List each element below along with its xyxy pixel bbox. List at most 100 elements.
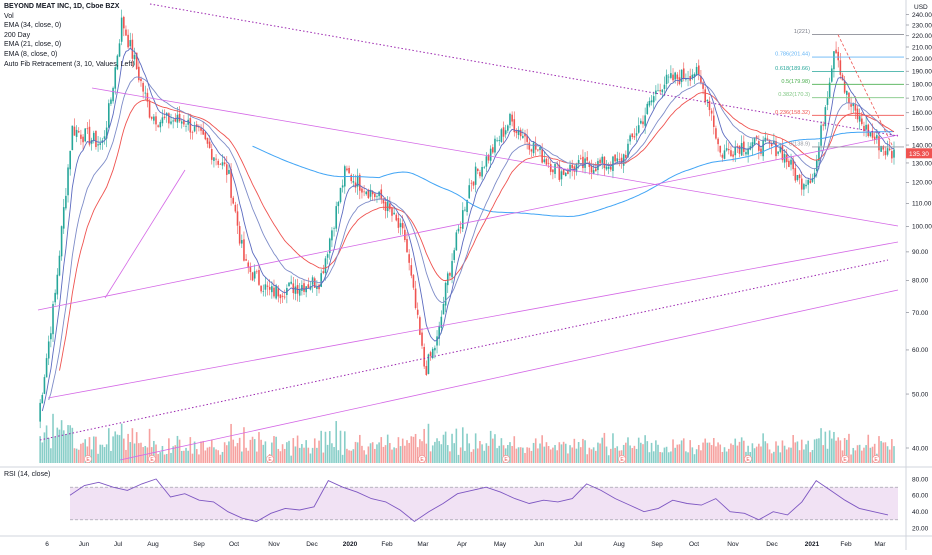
volume-bar xyxy=(301,444,303,463)
candle-body xyxy=(779,147,782,152)
volume-bar xyxy=(112,436,114,463)
candle-body xyxy=(728,149,730,151)
candle-body xyxy=(828,82,831,99)
volume-bar xyxy=(288,440,290,463)
candle-body xyxy=(627,143,629,158)
legend-item[interactable]: Auto Fib Retracement (3, 10, Values, Lef… xyxy=(4,60,135,68)
candle-body xyxy=(414,288,417,309)
volume-bar xyxy=(779,452,782,463)
volume-bar xyxy=(414,433,417,463)
volume-bar xyxy=(809,452,812,463)
volume-bar xyxy=(712,438,715,463)
volume-bar xyxy=(543,446,546,463)
fib-retracement: 1(221) 0.786(201.44) 0.618(189.66) 0.5(179.… xyxy=(775,29,904,147)
candle-body xyxy=(322,271,325,274)
candle-body xyxy=(401,222,404,229)
candle-body xyxy=(107,103,110,128)
x-tick-label: Jul xyxy=(574,541,583,548)
candle-body xyxy=(642,121,644,125)
candle-body xyxy=(695,66,698,75)
volume-bar xyxy=(552,447,554,463)
volume-bar xyxy=(58,429,61,463)
legend-item[interactable]: 200 Day xyxy=(4,31,31,39)
volume-bar xyxy=(764,441,767,463)
volume-bar xyxy=(800,439,803,463)
channel-upper xyxy=(37,134,899,311)
candle-body xyxy=(168,113,170,124)
candle-body xyxy=(459,227,462,229)
candle-body xyxy=(429,352,432,356)
candle-body xyxy=(841,74,844,81)
candle-body xyxy=(530,149,533,152)
candle-body xyxy=(75,129,78,137)
candle-body xyxy=(427,354,430,374)
candle-body xyxy=(644,115,646,126)
candle-body xyxy=(858,116,861,122)
x-tick-label: Jun xyxy=(534,541,545,548)
volume-bar xyxy=(530,450,533,463)
volume-bar xyxy=(715,446,717,463)
legend-symbol[interactable]: BEYOND MEAT INC, 1D, Cboe BZX xyxy=(4,3,120,10)
candle-body xyxy=(399,223,402,228)
volume-bar xyxy=(833,431,835,463)
y-tick-label: 110.00 xyxy=(912,201,932,208)
candle-body xyxy=(663,84,666,89)
volume-bar xyxy=(519,447,522,463)
candle-body xyxy=(234,204,237,212)
candle-body xyxy=(893,149,895,158)
volume-bar xyxy=(369,443,372,463)
volume-bar xyxy=(449,451,451,463)
volume-bar xyxy=(848,433,850,463)
volume-bar xyxy=(359,434,361,463)
candle-body xyxy=(378,191,380,197)
legend-item[interactable]: EMA (8, close, 0) xyxy=(4,50,58,58)
volume-bar xyxy=(498,445,501,463)
candle-body xyxy=(712,115,715,127)
candle-body xyxy=(41,394,44,404)
candle-body xyxy=(509,113,511,126)
candle-body xyxy=(431,348,434,359)
volume-bar xyxy=(700,450,702,463)
volume-bar xyxy=(230,423,232,463)
candle-body xyxy=(766,138,769,141)
volume-bar xyxy=(532,442,535,463)
volume-bar xyxy=(153,440,155,463)
volume-bar xyxy=(582,438,584,463)
volume-bar xyxy=(133,443,136,463)
volume-bar xyxy=(67,425,69,463)
volume-bar xyxy=(303,447,305,463)
candle-body xyxy=(88,126,91,145)
candle-body xyxy=(208,141,211,148)
volume-bar xyxy=(328,431,331,463)
volume-bar xyxy=(846,439,848,463)
candle-body xyxy=(120,17,123,42)
volume-bar xyxy=(436,438,438,463)
legend-item[interactable]: EMA (21, close, 0) xyxy=(4,41,62,49)
volume-bar xyxy=(410,436,413,463)
volume-bar xyxy=(331,443,333,463)
candle-body xyxy=(764,137,767,142)
rsi-legend[interactable]: RSI (14, close) xyxy=(4,471,51,478)
legend-item[interactable]: EMA (34, close, 0) xyxy=(4,22,62,30)
candle-body xyxy=(193,126,196,132)
volume-bar xyxy=(766,443,769,463)
candle-body xyxy=(65,195,67,209)
volume-bar xyxy=(43,432,46,463)
candle-body xyxy=(178,113,181,122)
candle-body xyxy=(871,131,874,138)
volume-bar xyxy=(146,447,149,463)
candle-body xyxy=(650,100,653,103)
candle-body xyxy=(58,255,61,276)
volume-bar xyxy=(667,452,670,463)
volume-bar xyxy=(406,440,408,463)
earnings-letter: E xyxy=(504,457,508,463)
candle-body xyxy=(655,90,657,95)
candle-body xyxy=(316,286,318,290)
volume-bar xyxy=(80,443,82,463)
volume-bar xyxy=(719,444,722,463)
candle-body xyxy=(800,178,803,190)
candle-body xyxy=(665,74,668,84)
volume-bar xyxy=(635,448,638,463)
legend-item[interactable]: Vol xyxy=(4,12,14,20)
